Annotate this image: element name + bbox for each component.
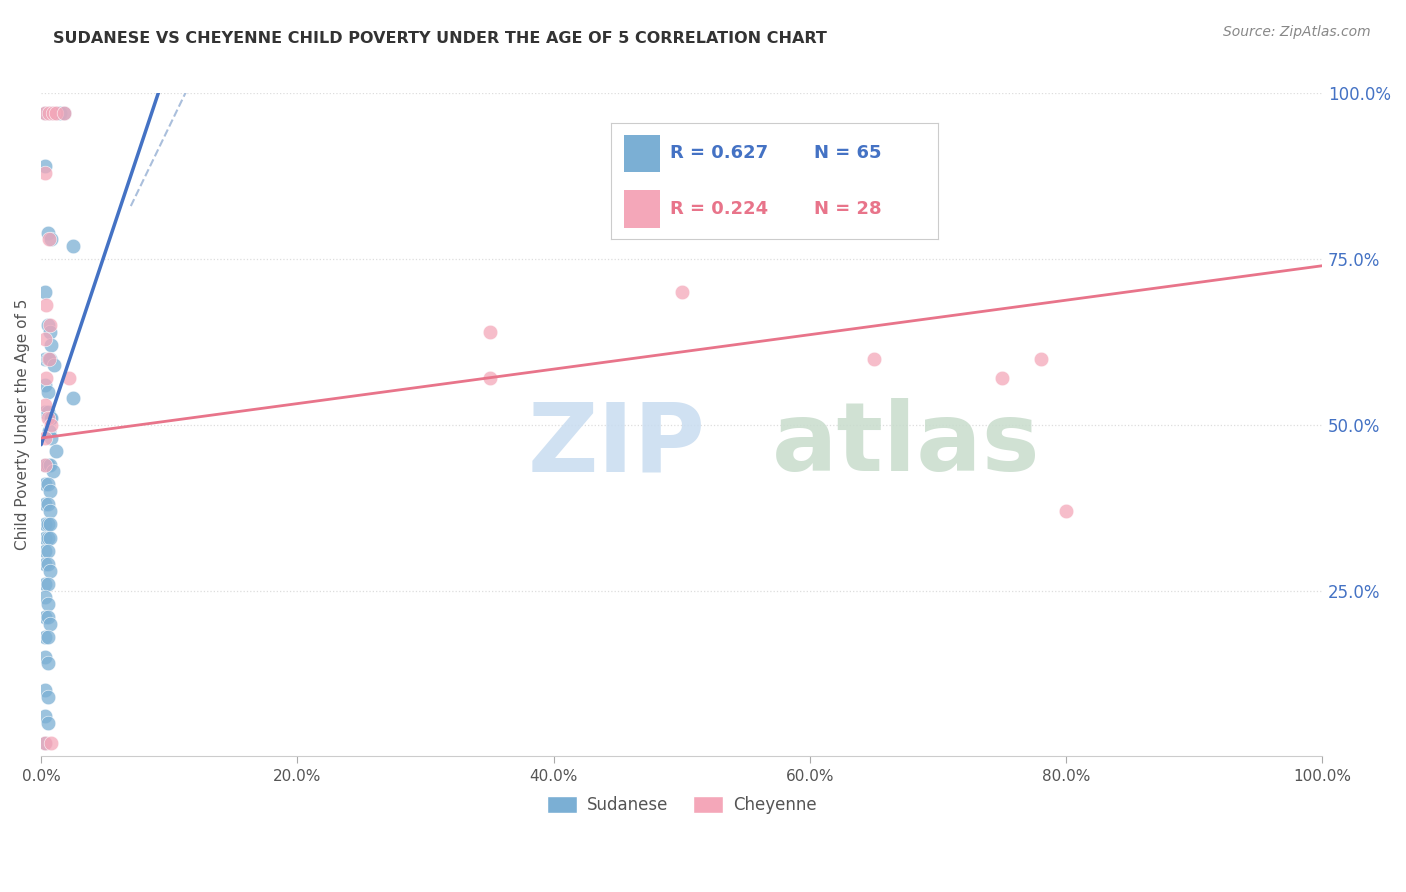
Point xyxy=(41,106,63,120)
Point xyxy=(37,106,59,120)
Point xyxy=(39,517,62,532)
Point xyxy=(45,444,67,458)
Point xyxy=(37,630,59,644)
Point xyxy=(58,371,80,385)
Point xyxy=(991,371,1014,385)
Point xyxy=(62,239,84,253)
Point xyxy=(34,517,56,532)
Point xyxy=(41,106,63,120)
Point xyxy=(37,577,59,591)
Point xyxy=(37,610,59,624)
Text: SUDANESE VS CHEYENNE CHILD POVERTY UNDER THE AGE OF 5 CORRELATION CHART: SUDANESE VS CHEYENNE CHILD POVERTY UNDER… xyxy=(53,31,827,46)
Point xyxy=(34,458,56,472)
Point xyxy=(41,232,63,246)
Point xyxy=(37,477,59,491)
Point xyxy=(38,351,60,366)
Point xyxy=(34,610,56,624)
Point xyxy=(34,378,56,392)
Point xyxy=(41,736,63,750)
Point xyxy=(41,411,63,425)
Point xyxy=(34,630,56,644)
Point xyxy=(37,318,59,333)
Point xyxy=(34,106,56,120)
Point xyxy=(37,411,59,425)
Point xyxy=(34,458,56,472)
Point xyxy=(39,411,62,425)
Point xyxy=(39,318,62,333)
Point xyxy=(39,616,62,631)
Y-axis label: Child Poverty Under the Age of 5: Child Poverty Under the Age of 5 xyxy=(15,299,30,550)
Point xyxy=(42,358,65,372)
Point xyxy=(34,166,56,180)
Text: atlas: atlas xyxy=(772,398,1040,491)
Point xyxy=(478,325,501,339)
Point xyxy=(1029,351,1052,366)
Point xyxy=(35,371,58,385)
Point xyxy=(41,431,63,445)
Point xyxy=(45,106,67,120)
Point xyxy=(34,543,56,558)
Point xyxy=(37,531,59,545)
Point xyxy=(34,709,56,723)
Point xyxy=(62,392,84,406)
Point xyxy=(39,325,62,339)
Point xyxy=(49,106,72,120)
Point xyxy=(37,716,59,731)
Point xyxy=(34,590,56,604)
Point xyxy=(34,404,56,418)
Point xyxy=(39,484,62,499)
Point xyxy=(45,106,67,120)
Point xyxy=(34,557,56,571)
Point xyxy=(863,351,886,366)
Point xyxy=(39,504,62,518)
Legend: Sudanese, Cheyenne: Sudanese, Cheyenne xyxy=(540,789,824,821)
Point xyxy=(37,657,59,671)
Point xyxy=(41,338,63,352)
Point xyxy=(478,371,501,385)
Point xyxy=(34,106,56,120)
Point xyxy=(37,226,59,240)
Point xyxy=(37,557,59,571)
Point xyxy=(39,351,62,366)
Point xyxy=(37,690,59,704)
Point xyxy=(34,497,56,511)
Point xyxy=(34,351,56,366)
Point xyxy=(38,106,60,120)
Point xyxy=(41,417,63,432)
Point xyxy=(39,531,62,545)
Point xyxy=(38,232,60,246)
Point xyxy=(34,649,56,664)
Point xyxy=(39,458,62,472)
Point xyxy=(53,106,76,120)
Text: Source: ZipAtlas.com: Source: ZipAtlas.com xyxy=(1223,25,1371,39)
Point xyxy=(37,543,59,558)
Point xyxy=(39,564,62,578)
Point xyxy=(34,285,56,300)
Point xyxy=(41,464,63,478)
Point xyxy=(34,398,56,412)
Point xyxy=(35,298,58,312)
Point xyxy=(37,384,59,399)
Point xyxy=(34,683,56,698)
Point xyxy=(37,351,59,366)
Point xyxy=(34,159,56,173)
Point xyxy=(34,332,56,346)
Point xyxy=(1054,504,1077,518)
Point xyxy=(34,736,56,750)
Point xyxy=(34,431,56,445)
Point xyxy=(53,106,76,120)
Point xyxy=(37,404,59,418)
Point xyxy=(34,736,56,750)
Point xyxy=(38,425,60,439)
Point xyxy=(34,477,56,491)
Point xyxy=(37,517,59,532)
Point xyxy=(37,497,59,511)
Point xyxy=(863,219,886,233)
Point xyxy=(671,285,693,300)
Point xyxy=(34,577,56,591)
Text: ZIP: ZIP xyxy=(529,398,706,491)
Point xyxy=(37,458,59,472)
Point xyxy=(37,597,59,611)
Point xyxy=(34,531,56,545)
